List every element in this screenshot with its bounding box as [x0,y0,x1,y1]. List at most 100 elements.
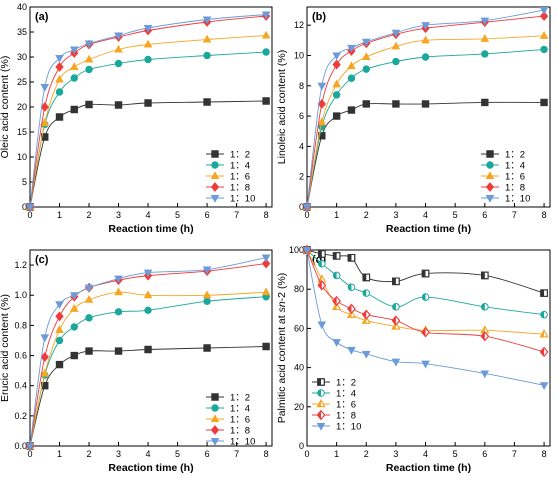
data-point [391,358,401,367]
legend-entry: 1：6 [312,399,356,411]
legend-entry: 1：4 [312,389,356,400]
y-tick-label: 15 [17,127,27,137]
data-point [332,339,341,347]
legend-marker [210,194,220,203]
data-point [262,97,270,105]
x-axis-title: Reaction time (h) [386,223,471,235]
data-point [114,287,123,296]
data-point [362,289,371,297]
legend-label: 1：4 [505,161,525,172]
legend-marker [210,437,220,446]
data-point [202,34,212,43]
legend: 1：21：41：61：81：10 [206,393,255,448]
legend-marker [211,150,219,158]
data-point [84,284,94,293]
chart-panel: 0 1 2 3 4 5 6 7 8 0.0 0.2 0.4 0.6 0.8 1.0 1.2 Reaction t… [0,249,273,474]
data-point [85,65,93,74]
data-point [144,99,152,107]
data-point [421,269,430,278]
data-point [143,39,153,48]
data-point [347,346,356,355]
data-point [539,6,549,15]
legend-label: 1：10 [505,194,530,205]
legend-marker [485,171,495,180]
panel-label: (a) [35,11,49,23]
legend-label: 1：4 [336,389,356,400]
legend-entry: 1：6 [206,414,250,426]
legend-marker [317,378,325,386]
y-tick-label: 0 [299,441,304,451]
data-point [203,98,211,106]
legend-label: 1：6 [230,415,250,426]
legend-entry: 1：10 [206,437,255,448]
data-point [85,100,93,109]
data-point [317,117,327,126]
x-tick-label: 0 [27,449,32,459]
y-tick-label: 0.8 [14,320,27,330]
data-point [84,40,94,49]
x-axis-title: Reaction time (h) [386,462,471,474]
y-tick-label: 0 [22,202,27,212]
legend-marker [210,414,220,423]
x-axis-title: Reaction time (h) [108,223,193,235]
plot-frame [306,6,551,208]
x-axis-title: Reaction time (h) [108,462,193,474]
x-tick-label: 5 [175,449,180,459]
series [303,246,548,297]
x-tick-label: 7 [234,449,239,459]
y-tick-label: 1.0 [14,290,27,300]
data-point [361,350,371,359]
data-point [421,293,430,301]
data-point [55,360,64,369]
data-point [143,269,153,278]
legend-entry: 1：10 [312,422,361,433]
legend-label: 1：10 [230,437,255,448]
data-point [55,311,64,322]
data-point [261,11,271,20]
x-tick-label: 2 [87,449,92,459]
y-tick-label: 0.2 [14,411,27,421]
y-tick-label: 4 [299,141,304,151]
y-tick-label: 1.2 [14,260,27,270]
y-tick-label: 80 [294,284,304,294]
data-point [40,118,50,127]
legend-label: 1：10 [230,194,255,205]
legend-label: 1：10 [336,422,361,433]
data-point [114,308,123,316]
data-point [481,303,489,311]
data-point [540,45,548,54]
data-point [540,98,548,107]
legend-label: 1：8 [230,426,250,437]
chart-panel: 0 1 2 3 4 5 6 7 8 0 5 10 15 20 25 30 35 40 Reaction time (… [0,2,273,235]
legend-label: 1：2 [230,393,250,404]
data-point [261,287,271,296]
series [303,246,548,319]
data-point [25,442,35,451]
data-point [480,17,490,26]
legend-entry: 1：10 [481,194,530,205]
data-point [85,347,93,355]
data-point [332,59,341,70]
x-tick-label: 8 [542,449,547,459]
data-point [421,53,430,61]
data-point [540,310,548,319]
legend-marker [485,182,495,192]
legend-label: 1：4 [230,161,250,172]
y-tick-label: 20 [294,402,304,412]
x-tick-label: 8 [542,210,547,220]
y-tick-label: 35 [17,27,27,37]
data-point [70,105,78,114]
y-tick-label: 30 [17,52,27,62]
series [302,246,549,391]
series [26,293,270,450]
x-tick-label: 7 [512,210,517,220]
x-tick-label: 2 [87,210,92,220]
y-tick-label: 10 [294,50,304,60]
legend-marker [486,161,494,169]
data-point [202,16,212,25]
data-point [539,11,549,22]
data-point [302,203,312,212]
data-point [143,290,153,299]
legend-label: 1：8 [505,183,525,194]
